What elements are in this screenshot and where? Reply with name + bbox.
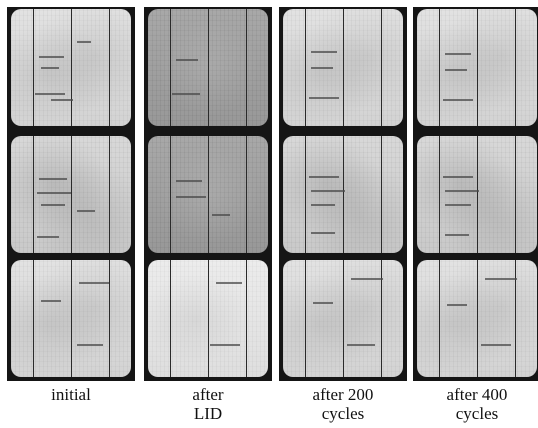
caption-line-1: after [192,385,224,404]
el-image-initial [7,7,135,381]
el-image-after-lid [144,7,272,381]
solar-cell-bottom [11,260,131,377]
solar-cell-middle [11,136,131,253]
caption-initial: initial [1,385,141,404]
caption-line-1: after 400 [446,385,508,404]
caption-after-400-cycles: after 400 cycles [407,385,538,423]
solar-cell-bottom [283,260,403,377]
solar-cell-middle [148,136,268,253]
caption-line-2: cycles [455,404,499,423]
solar-cell-middle [417,136,537,253]
caption-line-2: cycles [321,404,365,423]
solar-cell-bottom [417,260,537,377]
caption-line-2: LID [193,404,223,423]
solar-cell-middle [283,136,403,253]
caption-line-1: after 200 [312,385,374,404]
solar-cell-top [11,9,131,126]
solar-cell-top [283,9,403,126]
solar-cell-top [417,9,537,126]
caption-after-lid: after LID [138,385,278,423]
solar-cell-top [148,9,268,126]
el-image-after-400-cycles [413,7,538,381]
el-image-after-200-cycles [279,7,407,381]
solar-cell-bottom [148,260,268,377]
caption-line-1: initial [51,385,91,404]
caption-after-200-cycles: after 200 cycles [273,385,413,423]
